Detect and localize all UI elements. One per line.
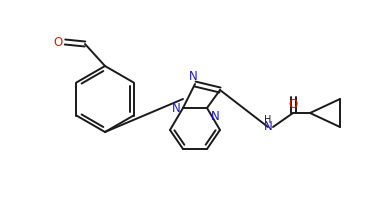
Text: N: N <box>211 110 219 123</box>
Text: O: O <box>53 36 63 49</box>
Text: H: H <box>264 115 272 125</box>
Text: N: N <box>172 102 180 115</box>
Text: N: N <box>264 120 273 133</box>
Text: N: N <box>189 71 197 84</box>
Text: O: O <box>288 99 298 112</box>
